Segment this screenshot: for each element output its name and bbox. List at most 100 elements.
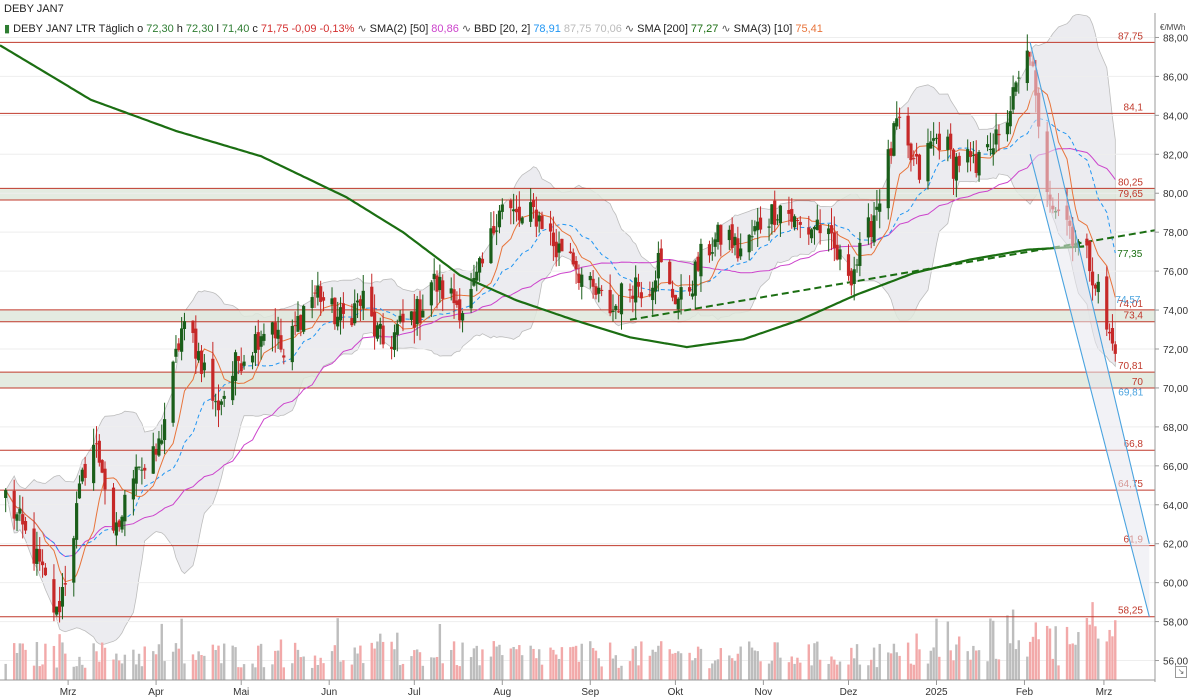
candle-body: [83, 463, 87, 478]
volume-bar: [1094, 626, 1097, 680]
volume-bar: [140, 666, 144, 680]
candle-body: [253, 334, 258, 354]
candle-body: [628, 289, 632, 291]
volume-bar: [242, 664, 246, 680]
candle-body: [889, 148, 893, 156]
candle-body: [472, 277, 476, 286]
volume-bar: [767, 663, 771, 680]
volume-bar: [1108, 629, 1111, 680]
volume-bar: [376, 641, 379, 680]
volume-bar: [918, 649, 921, 680]
candle-body: [872, 215, 876, 243]
candle-body: [370, 286, 374, 317]
volume-bar: [1057, 665, 1060, 680]
candle-body: [282, 355, 286, 358]
volume-bar: [92, 643, 95, 680]
volume-bar: [52, 645, 56, 680]
volume-bar: [313, 655, 317, 680]
volume-bar: [1045, 625, 1049, 680]
candle-body: [310, 297, 314, 308]
volume-bar: [214, 650, 217, 680]
volume-bar: [259, 643, 263, 680]
candle-body: [548, 223, 553, 232]
volume-bar: [906, 642, 910, 680]
candle-body: [475, 271, 479, 281]
volume-bar: [177, 648, 180, 680]
candle-body: [957, 155, 961, 166]
channel-value-label: 74,57: [1115, 295, 1140, 306]
volume-bar: [191, 654, 195, 680]
volume-bar: [333, 645, 337, 680]
volume-bar: [1065, 626, 1069, 680]
volume-bar: [98, 661, 101, 680]
sma200-value-label: 77,35: [1117, 249, 1142, 260]
candle-body: [180, 328, 184, 352]
volume-bar: [520, 655, 524, 680]
volume-bar: [373, 648, 376, 680]
candle-body: [832, 232, 836, 249]
candle-body: [452, 289, 456, 304]
volume-bar: [271, 664, 274, 680]
candle-body: [577, 273, 581, 283]
volume-bar: [1006, 615, 1009, 680]
volume-bar: [492, 641, 495, 680]
volume-bar: [773, 642, 776, 680]
candle-body: [276, 329, 280, 339]
volume-bar: [532, 648, 535, 680]
volume-bar: [850, 647, 853, 680]
volume-bar: [1031, 636, 1035, 680]
candle-body: [162, 419, 167, 441]
x-tick-label: Mai: [233, 687, 249, 698]
volume-bar: [696, 646, 700, 680]
level-label: 80,25: [1118, 177, 1143, 188]
volume-bar: [898, 655, 901, 680]
resize-icon[interactable]: ↘: [1175, 666, 1187, 678]
volume-bar: [319, 657, 322, 680]
y-tick-label: 72,00: [1163, 345, 1188, 356]
volume-bar: [421, 665, 425, 680]
y-tick-label: 88,00: [1163, 33, 1188, 44]
candle-body: [131, 478, 135, 500]
volume-bar: [1011, 609, 1015, 680]
candle-body: [912, 158, 916, 160]
candle-body: [716, 224, 720, 242]
x-tick-label: 2025: [925, 687, 948, 698]
volume-bar: [557, 658, 561, 680]
volume-bar: [713, 660, 717, 680]
candle-body: [1088, 241, 1092, 272]
volume-bar: [929, 650, 933, 680]
candle-body: [409, 311, 414, 320]
candle-body: [177, 343, 181, 351]
candle-body: [617, 311, 621, 313]
wave-icon: ∿: [624, 23, 635, 35]
volume-bar: [342, 660, 345, 680]
candle-body: [932, 138, 936, 141]
volume-bar: [691, 660, 694, 680]
volume-bar: [909, 663, 913, 680]
candle-body: [449, 288, 453, 294]
candle-body: [421, 310, 425, 318]
volume-bar: [617, 667, 620, 680]
candle-body: [336, 316, 340, 327]
indicator-value: 80,86: [431, 23, 459, 35]
y-tick-label: 66,00: [1163, 462, 1188, 473]
candle-body: [611, 310, 615, 313]
volume-bar: [501, 655, 504, 680]
bollinger-band-area: [5, 13, 1116, 645]
candle-body: [1113, 344, 1117, 354]
candle-body: [926, 143, 930, 182]
volume-bar: [793, 663, 796, 680]
candle-body: [591, 278, 595, 287]
candle-body: [866, 217, 870, 238]
volume-bar: [143, 646, 146, 680]
candle-body: [529, 202, 533, 222]
candle-body: [810, 229, 814, 239]
volume-bar: [515, 649, 518, 680]
volume-bar: [620, 665, 623, 680]
volume-bar: [870, 659, 873, 680]
volume-bar: [594, 650, 598, 680]
candle-body: [222, 395, 226, 399]
candle-body: [634, 277, 638, 303]
volume-bar: [830, 656, 833, 680]
